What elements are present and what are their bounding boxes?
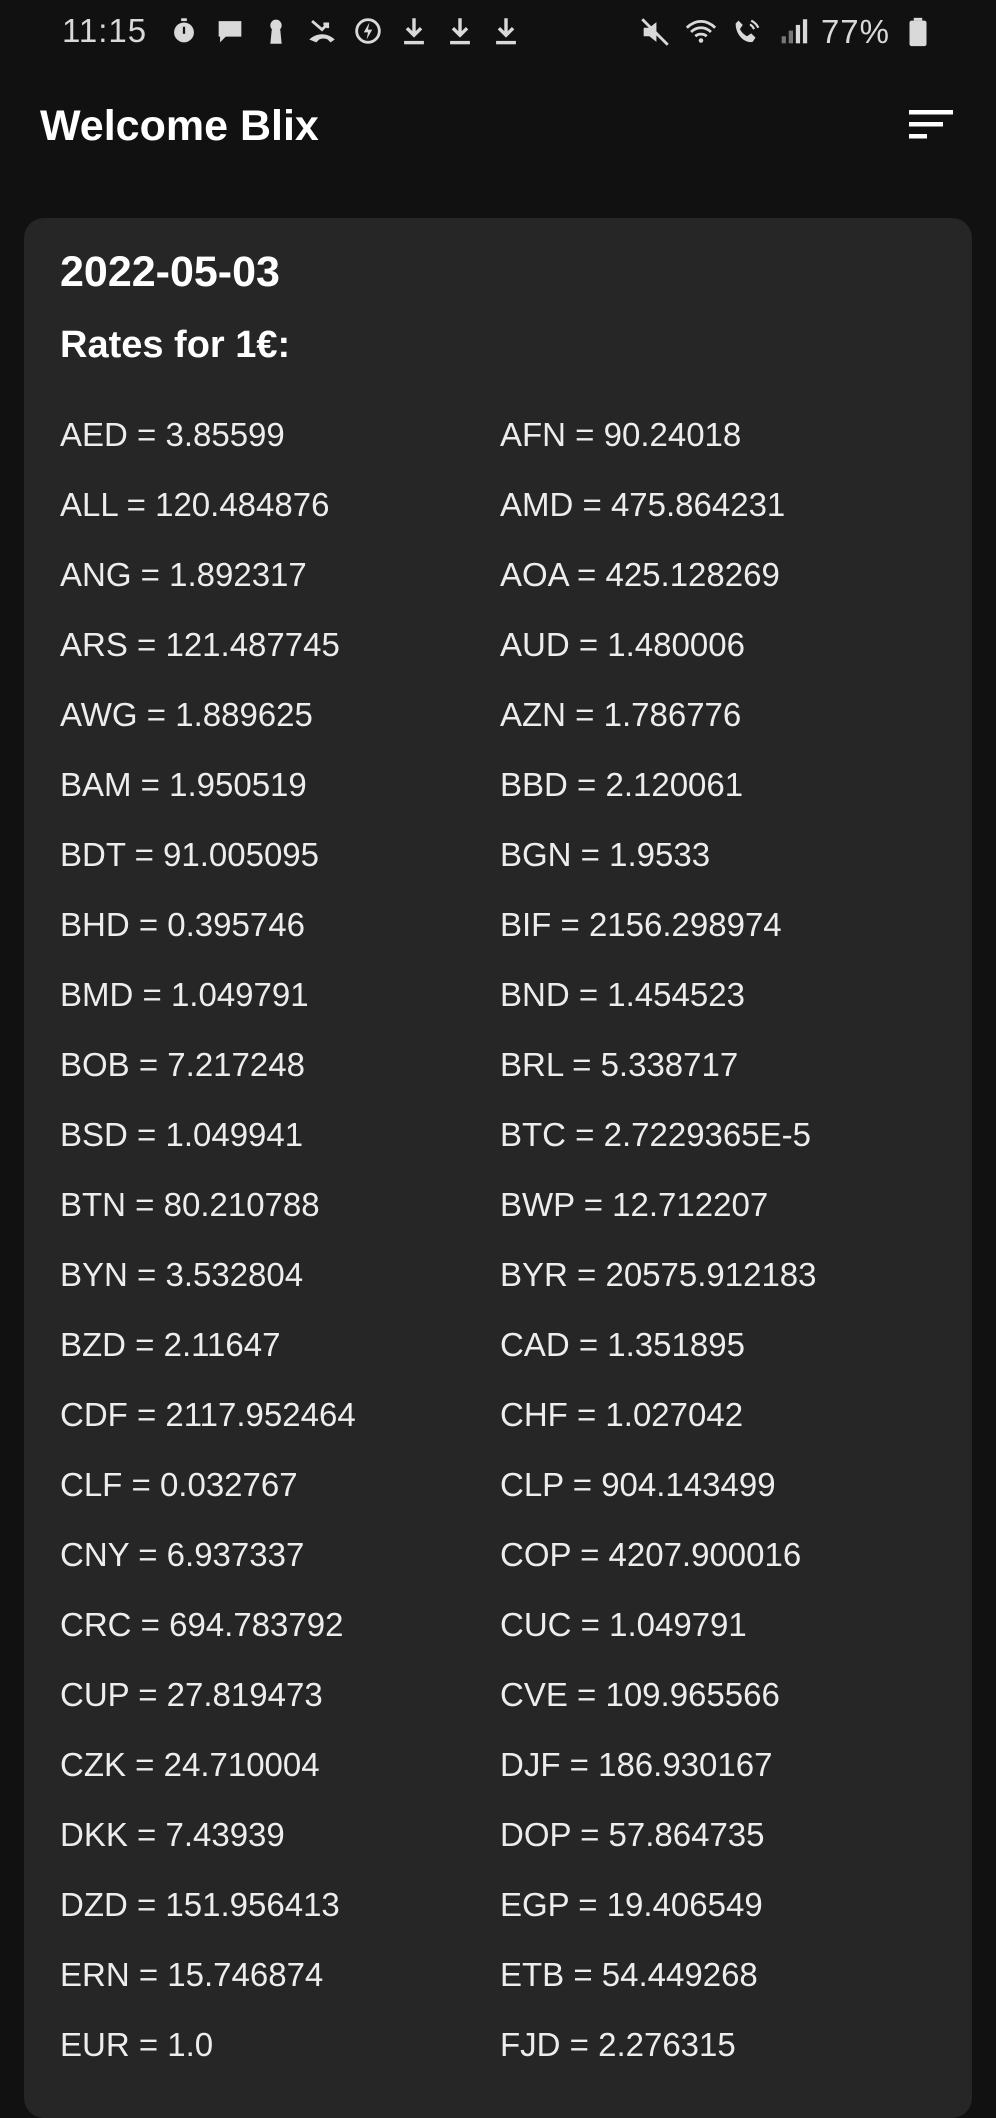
rate-row: BMD = 1.049791 BND = 1.454523 bbox=[60, 960, 960, 1030]
rate-row: BOB = 7.217248 BRL = 5.338717 bbox=[60, 1030, 960, 1100]
system-icons: 77% bbox=[637, 13, 936, 51]
rate-row: BTN = 80.210788 BWP = 12.712207 bbox=[60, 1170, 960, 1240]
rate-item: ARS = 121.487745 bbox=[60, 626, 340, 663]
rate-item: BIF = 2156.298974 bbox=[500, 906, 782, 943]
rate-item: BOB = 7.217248 bbox=[60, 1046, 305, 1083]
battery-icon bbox=[900, 14, 936, 50]
rate-row: DZD = 151.956413 EGP = 19.406549 bbox=[60, 1870, 960, 1940]
rate-item: ETB = 54.449268 bbox=[500, 1956, 758, 1993]
rate-item: BAM = 1.950519 bbox=[60, 766, 307, 803]
rate-item: BRL = 5.338717 bbox=[500, 1046, 739, 1083]
status-bar: 11:15 bbox=[0, 0, 996, 62]
rate-item: DZD = 151.956413 bbox=[60, 1886, 340, 1923]
download-icon bbox=[396, 13, 432, 49]
rate-row: BSD = 1.049941 BTC = 2.7229365E-5 bbox=[60, 1100, 960, 1170]
rate-row: CLF = 0.032767 CLP = 904.143499 bbox=[60, 1450, 960, 1520]
rates-list: AED = 3.85599 AFN = 90.24018 ALL = 120.484… bbox=[60, 400, 960, 2080]
rate-item: BTN = 80.210788 bbox=[60, 1186, 320, 1223]
rate-item: BTC = 2.7229365E-5 bbox=[500, 1116, 811, 1153]
data-saver-icon bbox=[350, 13, 386, 49]
rate-row: AED = 3.85599 AFN = 90.24018 bbox=[60, 400, 960, 470]
rate-item: ANG = 1.892317 bbox=[60, 556, 307, 593]
rate-item: CHF = 1.027042 bbox=[500, 1396, 744, 1433]
rate-item: CRC = 694.783792 bbox=[60, 1606, 344, 1643]
volte-call-icon bbox=[729, 14, 765, 50]
rate-item: AED = 3.85599 bbox=[60, 416, 285, 453]
rate-row: CDF = 2117.952464 CHF = 1.027042 bbox=[60, 1380, 960, 1450]
rate-row: BYN = 3.532804 BYR = 20575.912183 bbox=[60, 1240, 960, 1310]
rate-row: CRC = 694.783792 CUC = 1.049791 bbox=[60, 1590, 960, 1660]
rate-row: BDT = 91.005095 BGN = 1.9533 bbox=[60, 820, 960, 890]
rate-item: CLF = 0.032767 bbox=[60, 1466, 298, 1503]
rate-row: AWG = 1.889625 AZN = 1.786776 bbox=[60, 680, 960, 750]
wifi-calling-icon bbox=[683, 14, 719, 50]
rate-item: BYR = 20575.912183 bbox=[500, 1256, 817, 1293]
sort-icon bbox=[907, 105, 955, 150]
rate-row: ARS = 121.487745 AUD = 1.480006 bbox=[60, 610, 960, 680]
rate-item: BYN = 3.532804 bbox=[60, 1256, 304, 1293]
rate-item: AMD = 475.864231 bbox=[500, 486, 786, 523]
rate-item: CAD = 1.351895 bbox=[500, 1326, 745, 1363]
rate-row: ALL = 120.484876 AMD = 475.864231 bbox=[60, 470, 960, 540]
rate-row: BHD = 0.395746 BIF = 2156.298974 bbox=[60, 890, 960, 960]
rate-item: FJD = 2.276315 bbox=[500, 2026, 736, 2063]
rate-item: BSD = 1.049941 bbox=[60, 1116, 304, 1153]
timer-icon bbox=[166, 13, 202, 49]
rate-row: DKK = 7.43939 DOP = 57.864735 bbox=[60, 1800, 960, 1870]
rate-item: AFN = 90.24018 bbox=[500, 416, 742, 453]
rate-item: CUP = 27.819473 bbox=[60, 1676, 323, 1713]
rates-date: 2022-05-03 bbox=[60, 248, 280, 296]
missed-call-icon bbox=[304, 13, 340, 49]
rate-item: COP = 4207.900016 bbox=[500, 1536, 802, 1573]
rate-item: AOA = 425.128269 bbox=[500, 556, 780, 593]
keyhole-icon bbox=[258, 13, 294, 49]
rate-item: AWG = 1.889625 bbox=[60, 696, 313, 733]
rate-item: CLP = 904.143499 bbox=[500, 1466, 776, 1503]
battery-percentage: 77% bbox=[820, 13, 890, 50]
message-icon bbox=[212, 13, 248, 49]
rate-item: CZK = 24.710004 bbox=[60, 1746, 320, 1783]
rates-subtitle: Rates for 1€: bbox=[60, 324, 291, 366]
rate-item: DJF = 186.930167 bbox=[500, 1746, 773, 1783]
rate-row: CUP = 27.819473 CVE = 109.965566 bbox=[60, 1660, 960, 1730]
rate-item: BDT = 91.005095 bbox=[60, 836, 320, 873]
rate-item: DOP = 57.864735 bbox=[500, 1816, 765, 1853]
rate-row: CZK = 24.710004 DJF = 186.930167 bbox=[60, 1730, 960, 1800]
rate-item: CUC = 1.049791 bbox=[500, 1606, 747, 1643]
rate-item: CDF = 2117.952464 bbox=[60, 1396, 356, 1433]
download-icon bbox=[488, 13, 524, 49]
rate-item: BBD = 2.120061 bbox=[500, 766, 744, 803]
rate-item: BND = 1.454523 bbox=[500, 976, 745, 1013]
mute-icon bbox=[637, 14, 673, 50]
app-bar: Welcome Blix bbox=[0, 62, 996, 194]
rate-item: BZD = 2.11647 bbox=[60, 1326, 281, 1363]
download-icon bbox=[442, 13, 478, 49]
rate-item: AUD = 1.480006 bbox=[500, 626, 745, 663]
rate-item: ALL = 120.484876 bbox=[60, 486, 330, 523]
rate-item: ERN = 15.746874 bbox=[60, 1956, 324, 1993]
rate-row: BAM = 1.950519 BBD = 2.120061 bbox=[60, 750, 960, 820]
rate-item: BHD = 0.395746 bbox=[60, 906, 305, 943]
rate-row: BZD = 2.11647 CAD = 1.351895 bbox=[60, 1310, 960, 1380]
rate-row: EUR = 1.0 FJD = 2.276315 bbox=[60, 2010, 960, 2080]
rate-row: CNY = 6.937337 COP = 4207.900016 bbox=[60, 1520, 960, 1590]
notification-icons bbox=[166, 13, 524, 49]
rate-item: BMD = 1.049791 bbox=[60, 976, 309, 1013]
sort-button[interactable] bbox=[896, 94, 966, 160]
status-time: 11:15 bbox=[62, 12, 148, 49]
rate-row: ANG = 1.892317 AOA = 425.128269 bbox=[60, 540, 960, 610]
rates-card[interactable]: 2022-05-03 Rates for 1€: AED = 3.85599 AF… bbox=[24, 218, 972, 2118]
page-title: Welcome Blix bbox=[40, 102, 319, 150]
rate-item: BGN = 1.9533 bbox=[500, 836, 711, 873]
rate-item: CNY = 6.937337 bbox=[60, 1536, 305, 1573]
rate-item: CVE = 109.965566 bbox=[500, 1676, 780, 1713]
rate-item: AZN = 1.786776 bbox=[500, 696, 742, 733]
rate-item: DKK = 7.43939 bbox=[60, 1816, 285, 1853]
rate-item: EGP = 19.406549 bbox=[500, 1886, 763, 1923]
signal-icon bbox=[775, 14, 811, 50]
rate-row: ERN = 15.746874 ETB = 54.449268 bbox=[60, 1940, 960, 2010]
rate-item: EUR = 1.0 bbox=[60, 2026, 214, 2063]
rate-item: BWP = 12.712207 bbox=[500, 1186, 769, 1223]
